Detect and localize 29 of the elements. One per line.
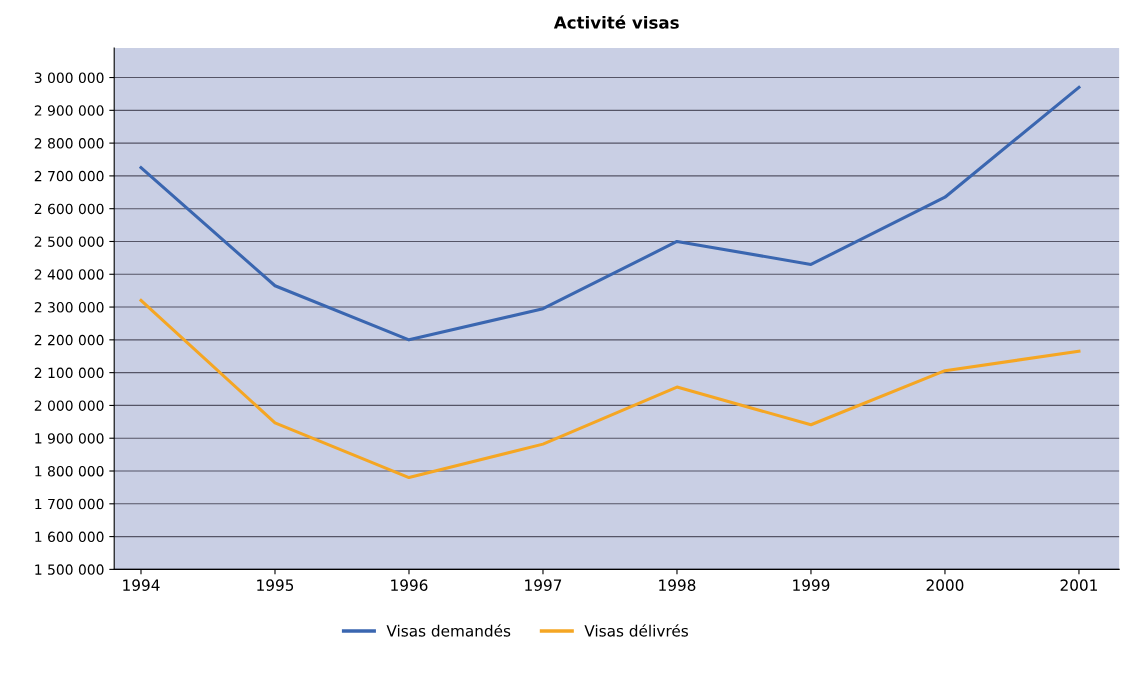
y-tick-label: 2 000 000 [34,400,104,411]
y-tick-label: 3 000 000 [34,72,104,84]
x-tick-label: 1997 [525,579,562,591]
y-tick-label: 1 900 000 [35,433,104,444]
y-tick-label: 2 900 000 [34,105,104,116]
legend-label: Visas demandés [386,624,511,637]
legend-label: Visas délivrés [584,624,688,637]
x-tick-label: 1999 [793,579,830,591]
x-tick-label: 1995 [257,579,294,591]
y-tick-label: 2 700 000 [34,170,104,182]
y-tick-label: 1 800 000 [35,465,104,477]
x-tick-label: 1994 [123,579,160,591]
y-tick-label: 1 500 000 [35,564,104,575]
y-tick-label: 2 500 000 [34,236,104,247]
y-tick-label: 2 600 000 [34,203,104,215]
y-tick-label: 2 100 000 [34,367,104,379]
y-tick-label: 1 700 000 [35,498,104,510]
x-tick-label: 2001 [1060,579,1097,591]
line-series [139,298,1081,480]
x-tick-label: 1996 [391,579,428,591]
x-tick-label: 1998 [659,579,696,591]
chart-title: Activité visas [553,15,679,29]
y-tick-label: 2 200 000 [34,334,104,346]
x-tick-label: 2000 [926,579,964,591]
line-series [139,85,1081,342]
y-tick-label: 1 600 000 [35,531,104,543]
y-tick-label: 2 300 000 [34,302,104,313]
y-tick-label: 2 800 000 [34,138,104,149]
y-tick-label: 2 400 000 [34,269,104,280]
